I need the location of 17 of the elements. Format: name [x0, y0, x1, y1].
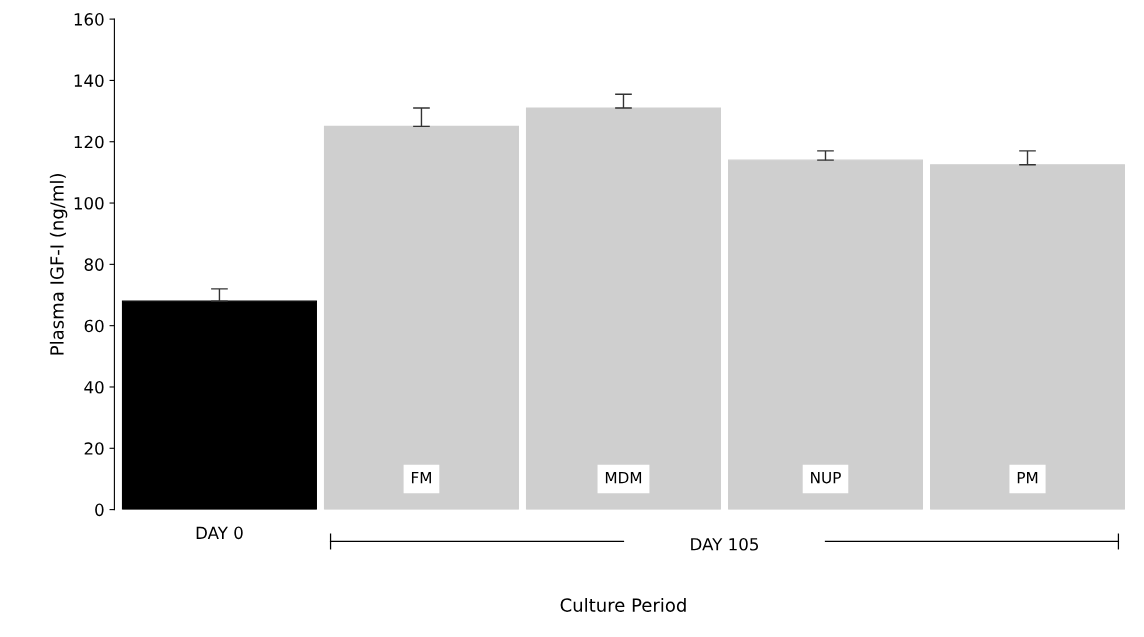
- y-tick-label: 40: [84, 380, 104, 394]
- x-tick-label: DAY 0: [196, 526, 243, 540]
- y-tick-label: 80: [84, 258, 104, 271]
- x-axis-title: Culture Period: [560, 597, 686, 612]
- y-tick-label: 60: [84, 319, 104, 333]
- y-tick-label: 160: [74, 13, 104, 26]
- y-tick-label: 100: [74, 197, 104, 210]
- y-tick-label: 120: [74, 135, 104, 149]
- x-tick-label: PM: [1017, 472, 1038, 484]
- x-tick-label: MDM: [605, 472, 642, 484]
- y-tick-label: 20: [84, 442, 104, 455]
- y-tick-label: 140: [74, 74, 104, 87]
- text: DAY 105: [691, 537, 758, 551]
- x-tick-label: FM: [411, 472, 431, 484]
- x-tick-label: NUP: [811, 472, 841, 484]
- y-axis-title: Plasma IGF-I (ng/ml): [49, 174, 68, 355]
- y-tick-label: 0: [95, 503, 104, 517]
